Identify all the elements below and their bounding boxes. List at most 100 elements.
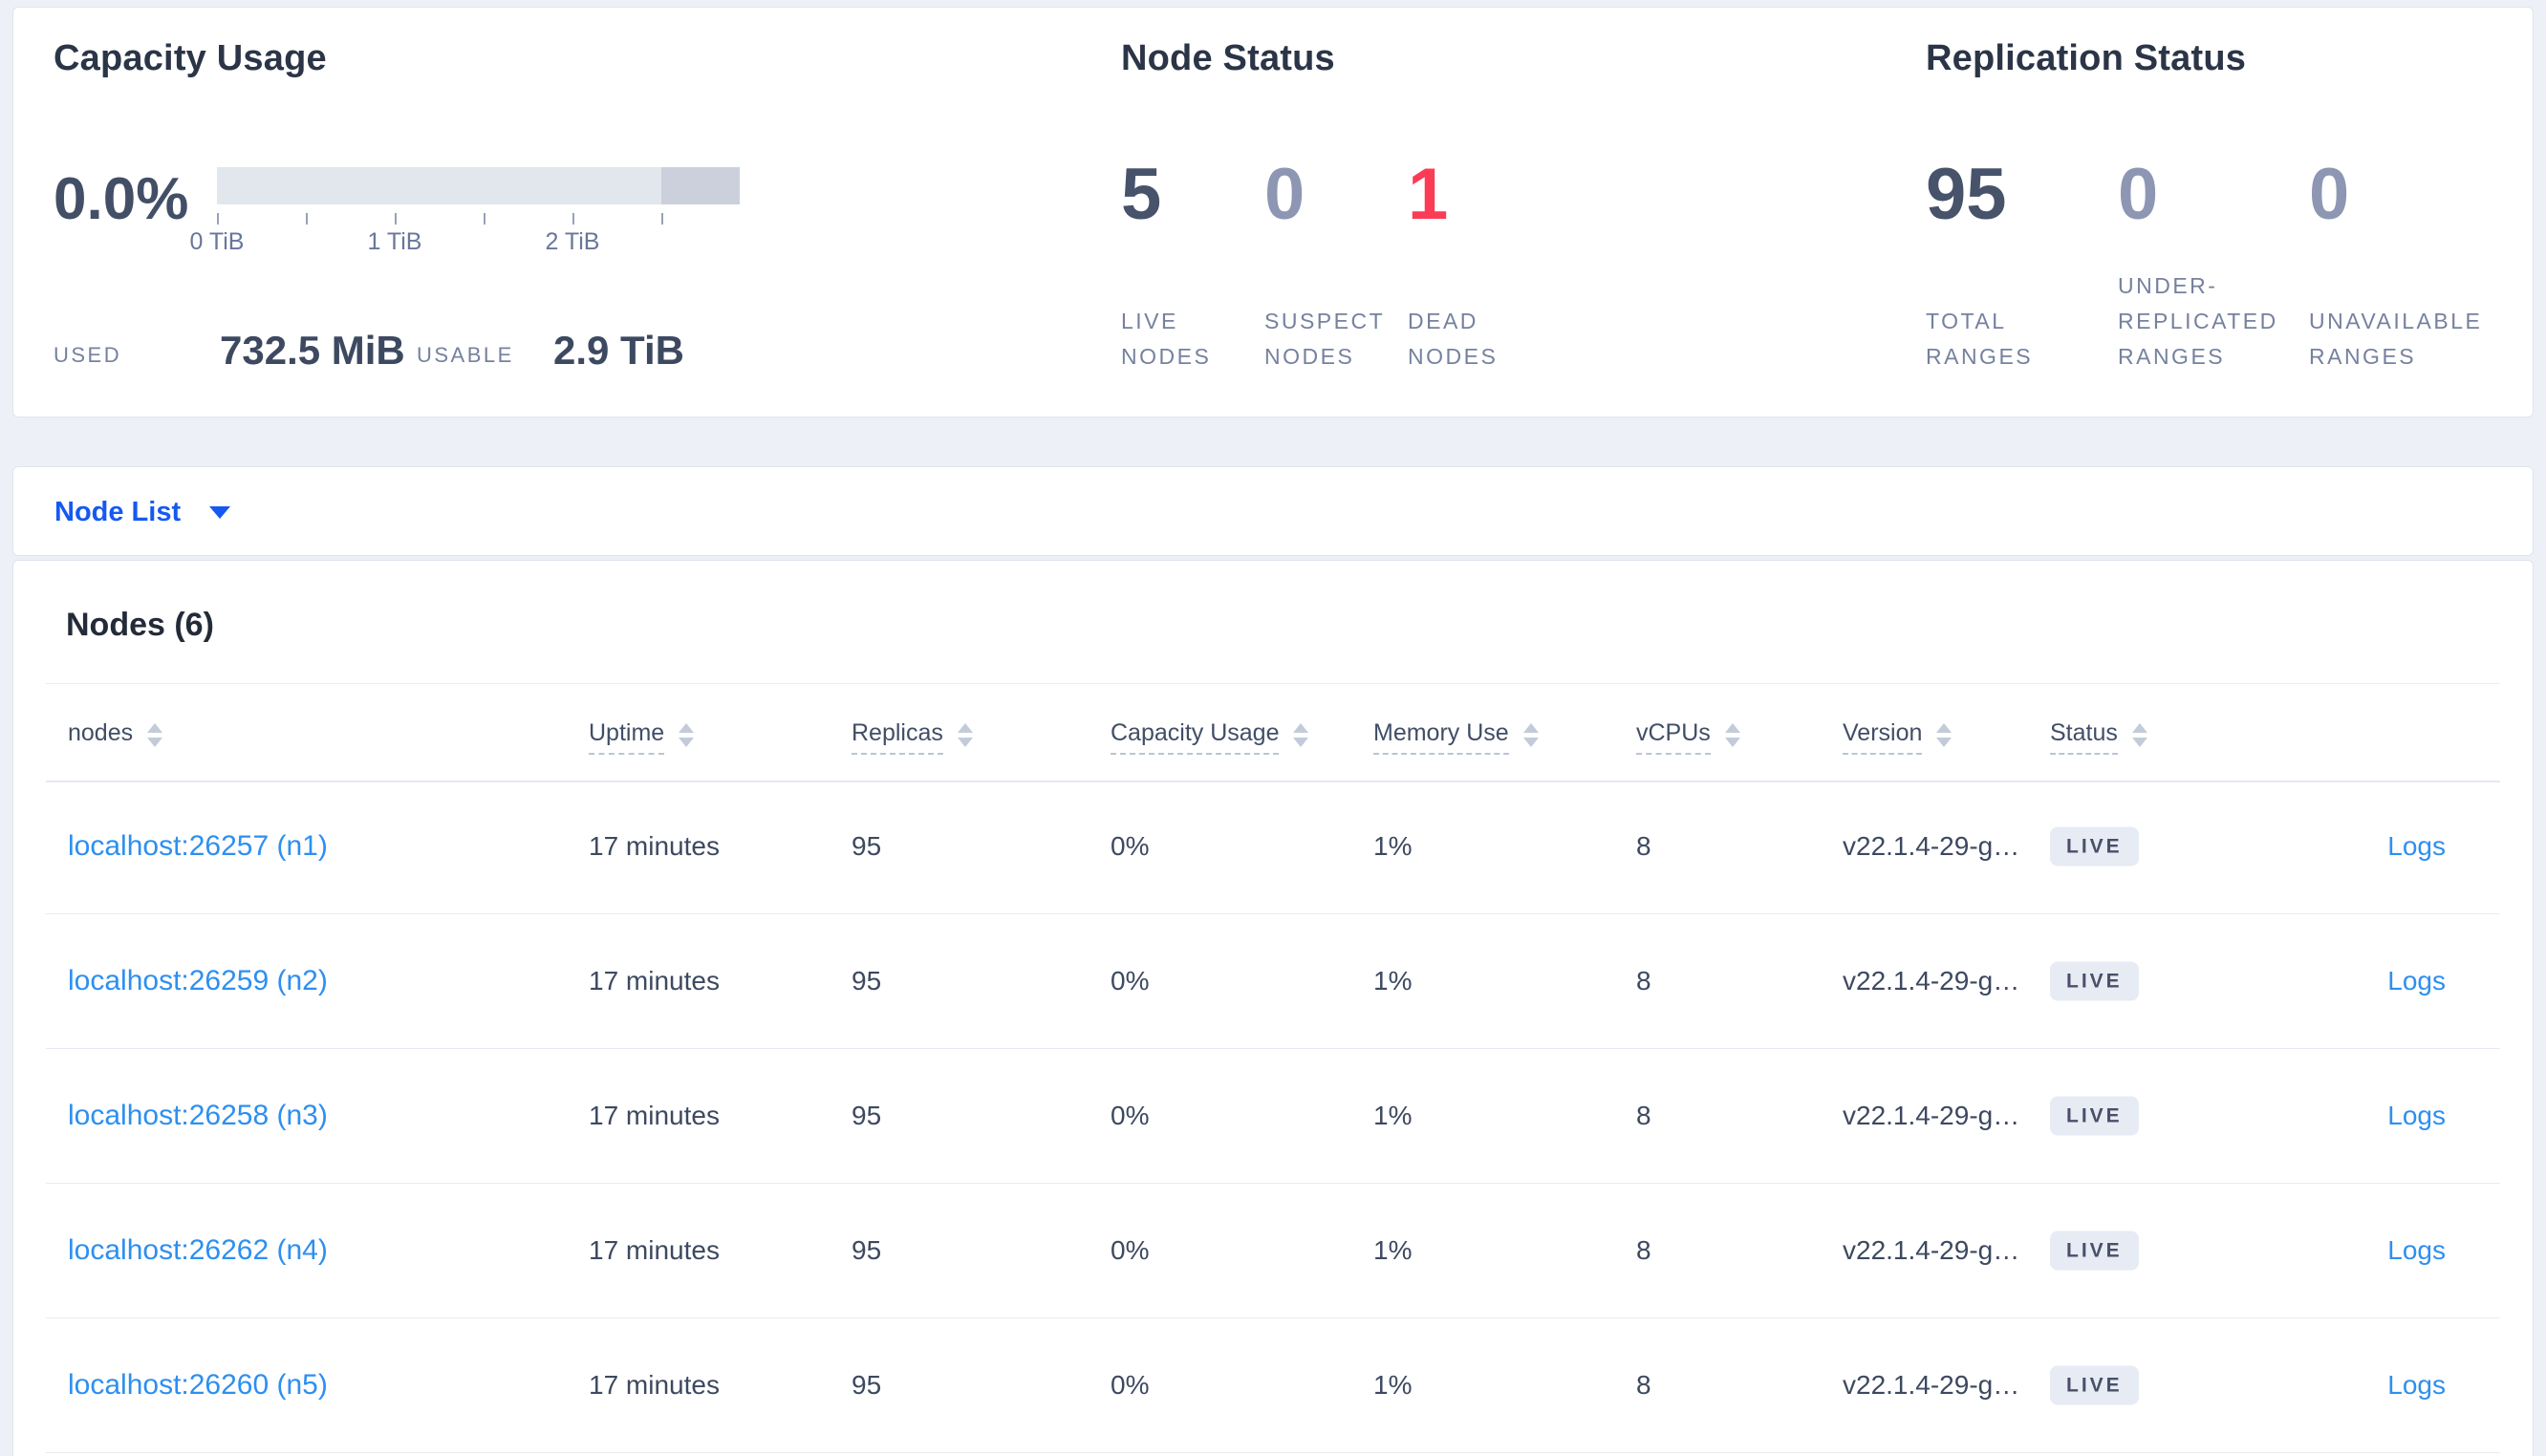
status-cell: LIVE: [2050, 1096, 2139, 1136]
sort-icon: [1936, 722, 1953, 747]
table-row: localhost:26260 (n5) 17 minutes 95 0% 1%…: [46, 1318, 2500, 1453]
node-status-title: Node Status: [1121, 38, 1335, 78]
view-selector-card: Node List: [12, 466, 2534, 556]
usable-value: 2.9 TiB: [553, 328, 684, 373]
capacity-axis-ticks: [217, 213, 740, 225]
usable-label: USABLE: [417, 343, 514, 367]
capacity-usage-cell: 0%: [1111, 1235, 1150, 1265]
total-ranges-count: 95: [1926, 154, 2007, 235]
tick-label-2: 2 TiB: [545, 228, 600, 255]
vcpus-cell: 8: [1636, 1101, 1651, 1130]
replicas-cell: 95: [852, 1101, 882, 1130]
vcpus-cell: 8: [1636, 1235, 1651, 1265]
column-header-nodes[interactable]: nodes: [68, 718, 163, 754]
table-row: localhost:26262 (n4) 17 minutes 95 0% 1%…: [46, 1184, 2500, 1318]
view-selector-label: Node List: [54, 496, 182, 527]
column-header-capacity-usage[interactable]: Capacity Usage: [1111, 718, 1309, 755]
suspect-nodes-label: SUSPECT NODES: [1264, 309, 1386, 369]
logs-link[interactable]: Logs: [2387, 1370, 2446, 1400]
node-link[interactable]: localhost:26260 (n5): [68, 1369, 328, 1401]
node-link[interactable]: localhost:26262 (n4): [68, 1234, 328, 1266]
dead-nodes-label: DEAD NODES: [1408, 309, 1499, 369]
memory-use-cell: 1%: [1373, 1101, 1413, 1130]
logs-link[interactable]: Logs: [2387, 831, 2446, 861]
tick-label-0: 0 TiB: [189, 228, 245, 255]
column-header-memory-use[interactable]: Memory Use: [1373, 718, 1539, 755]
nodes-table-card: Nodes (6) nodes Uptime Replicas Capacity…: [12, 560, 2534, 1456]
uptime-cell: 17 minutes: [589, 966, 720, 996]
sort-icon: [147, 722, 163, 747]
capacity-percent: 0.0%: [54, 166, 189, 232]
unavailable-ranges-label: UNAVAILABLE RANGES: [2309, 309, 2483, 369]
uptime-cell: 17 minutes: [589, 1370, 720, 1400]
sort-icon: [1724, 722, 1740, 747]
node-link[interactable]: localhost:26257 (n1): [68, 830, 328, 862]
table-row: localhost:26257 (n1) 17 minutes 95 0% 1%…: [46, 780, 2500, 914]
live-status-badge: LIVE: [2050, 1231, 2139, 1271]
version-cell: v22.1.4-29-g…: [1843, 1101, 2020, 1130]
memory-use-cell: 1%: [1373, 966, 1413, 996]
sort-icon: [1293, 722, 1309, 747]
capacity-bar: [217, 167, 740, 204]
column-header-replicas[interactable]: Replicas: [852, 718, 973, 755]
replicas-cell: 95: [852, 831, 882, 861]
live-status-badge: LIVE: [2050, 826, 2139, 867]
uptime-cell: 17 minutes: [589, 831, 720, 861]
replicas-cell: 95: [852, 1235, 882, 1265]
status-cell: LIVE: [2050, 961, 2139, 1001]
column-header-uptime[interactable]: Uptime: [589, 718, 695, 755]
under-replicated-ranges-count: 0: [2118, 154, 2159, 235]
unavailable-ranges-count: 0: [2309, 154, 2350, 235]
dead-nodes-count: 1: [1408, 154, 1449, 235]
sort-icon: [957, 722, 973, 747]
version-cell: v22.1.4-29-g…: [1843, 1370, 2020, 1400]
column-header-status[interactable]: Status: [2050, 718, 2147, 755]
logs-link[interactable]: Logs: [2387, 1101, 2446, 1130]
sort-icon: [679, 722, 695, 747]
uptime-cell: 17 minutes: [589, 1101, 720, 1130]
vcpus-cell: 8: [1636, 1370, 1651, 1400]
memory-use-cell: 1%: [1373, 1235, 1413, 1265]
table-row: localhost:26258 (n3) 17 minutes 95 0% 1%…: [46, 1049, 2500, 1184]
summary-card: Capacity Usage 0.0% 0 TiB 1 TiB 2 TiB US…: [12, 7, 2534, 418]
table-header-row: nodes Uptime Replicas Capacity Usage Mem…: [46, 683, 2500, 782]
node-link[interactable]: localhost:26259 (n2): [68, 965, 328, 996]
capacity-usage-title: Capacity Usage: [54, 38, 327, 78]
vcpus-cell: 8: [1636, 966, 1651, 996]
capacity-usage-cell: 0%: [1111, 966, 1150, 996]
node-link[interactable]: localhost:26258 (n3): [68, 1100, 328, 1131]
column-header-version[interactable]: Version: [1843, 718, 1953, 755]
view-selector-dropdown[interactable]: Node List: [54, 467, 231, 557]
status-cell: LIVE: [2050, 1231, 2139, 1271]
memory-use-cell: 1%: [1373, 1370, 1413, 1400]
capacity-usage-cell: 0%: [1111, 1370, 1150, 1400]
sort-icon: [1522, 722, 1539, 747]
logs-link[interactable]: Logs: [2387, 1235, 2446, 1265]
under-replicated-ranges-label: UNDER- REPLICATED RANGES: [2118, 273, 2278, 369]
logs-link[interactable]: Logs: [2387, 966, 2446, 996]
memory-use-cell: 1%: [1373, 831, 1413, 861]
status-cell: LIVE: [2050, 826, 2139, 867]
status-cell: LIVE: [2050, 1365, 2139, 1405]
capacity-bar-reserved-segment: [661, 167, 740, 204]
live-status-badge: LIVE: [2050, 1365, 2139, 1405]
total-ranges-label: TOTAL RANGES: [1926, 309, 2034, 369]
replicas-cell: 95: [852, 1370, 882, 1400]
uptime-cell: 17 minutes: [589, 1235, 720, 1265]
version-cell: v22.1.4-29-g…: [1843, 831, 2020, 861]
tick-label-1: 1 TiB: [367, 228, 422, 255]
capacity-usage-cell: 0%: [1111, 831, 1150, 861]
vcpus-cell: 8: [1636, 831, 1651, 861]
capacity-usage-cell: 0%: [1111, 1101, 1150, 1130]
table-rows: localhost:26257 (n1) 17 minutes 95 0% 1%…: [46, 780, 2500, 1453]
sort-icon: [2131, 722, 2147, 747]
version-cell: v22.1.4-29-g…: [1843, 1235, 2020, 1265]
live-nodes-label: LIVE NODES: [1121, 309, 1212, 369]
used-value: 732.5 MiB: [220, 328, 405, 373]
live-status-badge: LIVE: [2050, 1096, 2139, 1136]
column-header-vcpus[interactable]: vCPUs: [1636, 718, 1740, 755]
version-cell: v22.1.4-29-g…: [1843, 966, 2020, 996]
chevron-down-icon: [209, 505, 231, 519]
table-row: localhost:26259 (n2) 17 minutes 95 0% 1%…: [46, 914, 2500, 1049]
